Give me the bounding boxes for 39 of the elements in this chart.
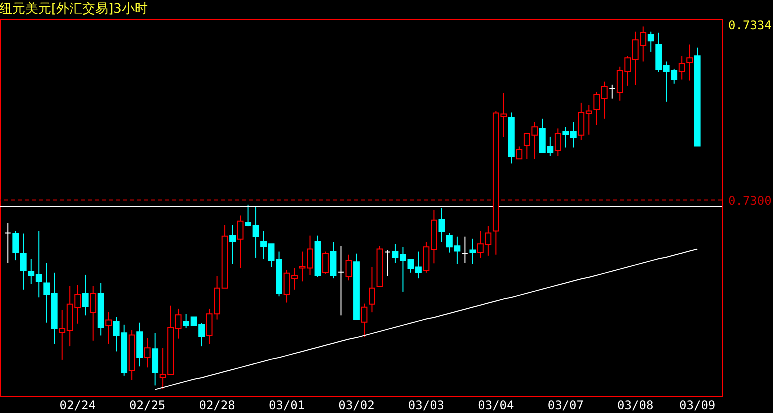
x-tick-label: 03/04: [478, 398, 514, 412]
x-tick-label: 03/07: [548, 398, 584, 412]
candlestick: [82, 274, 89, 316]
x-tick-label: 03/09: [680, 398, 716, 412]
candlestick: [106, 312, 112, 344]
candlestick: [237, 215, 244, 269]
x-tick-label: 03/01: [268, 398, 306, 412]
line-series: [154, 248, 698, 390]
x-tick-label: 03/02: [338, 398, 375, 412]
x-tick-label: 03/08: [618, 398, 654, 412]
candlestick: [230, 224, 236, 265]
candlestick: [330, 242, 337, 280]
candlestick: [338, 246, 344, 316]
candlestick: [686, 44, 694, 82]
candlestick: [90, 286, 97, 342]
x-tick-label: 02/24: [60, 398, 96, 412]
candlestick: [462, 236, 468, 264]
candlestick: [648, 31, 654, 52]
candlestick: [516, 146, 523, 160]
candlestick: [470, 238, 476, 265]
candlestick: [554, 128, 562, 156]
candlestick: [384, 250, 391, 278]
candlestick: [322, 251, 329, 274]
x-tick-label: 03/03: [408, 398, 445, 412]
y-tick-label: 0.7300: [728, 194, 772, 208]
candlestick: [144, 338, 151, 368]
candlestick: [20, 233, 27, 290]
x-tick-label: 02/28: [199, 398, 236, 412]
candlestick: [12, 230, 20, 262]
candlestick: [346, 254, 352, 282]
y-tick-label: 0.7334: [728, 18, 772, 33]
candlestick: [438, 208, 446, 243]
x-tick-label: 02/25: [130, 398, 166, 412]
candlestick: [152, 332, 159, 386]
candlestick: [369, 266, 376, 314]
candlestick: [361, 303, 368, 338]
candlestick: [609, 84, 616, 100]
candlestick: [4, 222, 12, 264]
candlestick: [678, 56, 686, 80]
